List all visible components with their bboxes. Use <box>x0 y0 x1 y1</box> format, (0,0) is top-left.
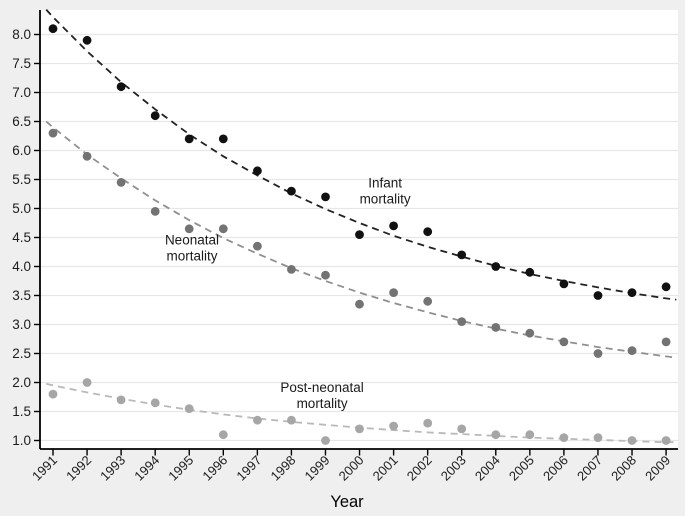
data-point-postneonatal-2003 <box>457 424 467 434</box>
trend-line-neonatal <box>45 120 677 359</box>
data-point-infant-2004 <box>491 262 501 271</box>
data-point-neonatal-2001 <box>389 288 398 297</box>
data-point-infant-1997 <box>253 166 262 176</box>
data-point-infant-1996 <box>218 134 228 144</box>
series-annotation-line: mortality <box>360 192 411 207</box>
y-tick-label: 3.0 <box>12 317 31 332</box>
data-point-neonatal-1994 <box>150 207 160 216</box>
y-tick-label: 5.0 <box>12 201 31 216</box>
data-point-neonatal-1999 <box>321 270 330 280</box>
trend-line-infant <box>45 8 677 301</box>
data-point-postneonatal-2007 <box>593 433 603 442</box>
data-point-neonatal-2005 <box>525 328 535 338</box>
data-point-postneonatal-1991 <box>48 389 58 399</box>
y-tick-label: 4.0 <box>12 259 31 274</box>
data-point-postneonatal-1996 <box>218 430 228 440</box>
data-point-neonatal-2002 <box>423 296 433 306</box>
data-point-postneonatal-2000 <box>355 424 364 434</box>
data-point-neonatal-1998 <box>287 265 296 274</box>
y-tick-label: 1.0 <box>12 433 31 448</box>
y-tick-label: 8.0 <box>12 27 31 42</box>
data-point-neonatal-1992 <box>82 151 92 161</box>
data-point-infant-2009 <box>661 282 671 292</box>
data-point-infant-2001 <box>389 221 398 231</box>
y-tick-label: 4.5 <box>12 230 31 245</box>
data-point-neonatal-1997 <box>253 241 262 251</box>
data-point-postneonatal-1994 <box>150 398 160 408</box>
data-point-neonatal-1993 <box>116 178 126 187</box>
y-tick-label: 6.5 <box>12 114 31 129</box>
y-tick-label: 7.0 <box>12 85 31 100</box>
data-point-neonatal-1991 <box>48 128 58 138</box>
plot-area <box>40 10 678 449</box>
data-point-infant-1995 <box>184 134 194 144</box>
y-tick-label: 2.5 <box>12 346 31 361</box>
series-annotation-line: mortality <box>297 396 348 411</box>
y-tick-label: 7.5 <box>12 56 31 71</box>
data-point-postneonatal-2009 <box>661 436 671 445</box>
data-point-infant-1993 <box>116 82 126 92</box>
y-tick-label: 1.5 <box>12 404 31 419</box>
data-point-neonatal-2000 <box>355 299 364 309</box>
y-tick-label: 5.5 <box>12 172 31 187</box>
data-point-infant-2002 <box>423 227 433 237</box>
data-point-neonatal-1995 <box>184 224 194 234</box>
data-point-postneonatal-2004 <box>491 430 501 440</box>
data-point-infant-2005 <box>525 267 535 277</box>
data-point-postneonatal-2005 <box>525 430 535 440</box>
data-point-neonatal-2004 <box>491 323 501 332</box>
y-tick-label: 6.0 <box>12 143 31 158</box>
data-point-infant-2000 <box>355 230 364 240</box>
data-point-postneonatal-2006 <box>559 433 569 442</box>
data-point-infant-2003 <box>457 250 467 260</box>
data-point-neonatal-2009 <box>661 337 671 347</box>
data-point-postneonatal-1999 <box>321 436 330 445</box>
data-point-neonatal-2007 <box>593 349 603 358</box>
data-point-infant-1998 <box>287 186 296 196</box>
data-point-infant-2008 <box>627 288 637 297</box>
data-point-infant-1994 <box>150 111 160 121</box>
data-point-infant-1992 <box>82 35 92 45</box>
data-point-neonatal-2003 <box>457 317 467 326</box>
y-tick-label: 3.5 <box>12 288 31 303</box>
data-point-infant-1999 <box>321 192 330 202</box>
data-point-infant-1991 <box>48 24 58 34</box>
data-point-neonatal-1996 <box>218 224 228 234</box>
series-annotation-line: Post-neonatal <box>280 380 363 395</box>
series-annotation-line: Neonatal <box>165 232 219 247</box>
data-point-infant-2007 <box>593 291 603 300</box>
data-point-neonatal-2008 <box>627 346 637 355</box>
data-point-postneonatal-1993 <box>116 395 126 405</box>
data-point-postneonatal-2001 <box>389 421 398 431</box>
x-axis-title: Year <box>330 493 364 511</box>
y-tick-label: 2.0 <box>12 375 31 390</box>
data-point-postneonatal-2008 <box>627 436 637 445</box>
data-point-postneonatal-2002 <box>423 418 433 428</box>
data-point-postneonatal-1995 <box>184 404 194 413</box>
data-point-postneonatal-1992 <box>82 378 92 387</box>
series-annotation-line: Infant <box>368 176 402 191</box>
data-point-neonatal-2006 <box>559 337 569 347</box>
data-point-infant-2006 <box>559 279 569 289</box>
data-point-postneonatal-1997 <box>253 415 262 425</box>
series-annotation-line: mortality <box>166 248 217 263</box>
data-point-postneonatal-1998 <box>287 415 296 425</box>
